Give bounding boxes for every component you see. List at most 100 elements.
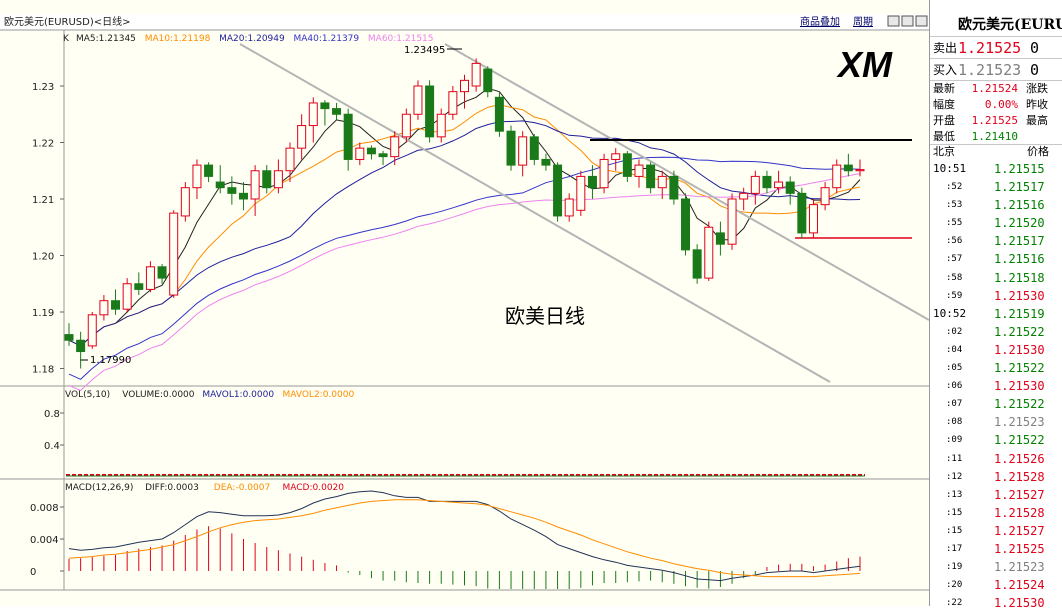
candle-body	[64, 334, 74, 341]
tick-time: :55	[946, 218, 963, 229]
tick-time: :53	[946, 200, 963, 211]
candle-body	[634, 164, 644, 177]
chart-area[interactable]: 欧元美元(EURUSD)<日线> 商品叠加 周期 1.23495 1.17990…	[0, 0, 929, 606]
low-marker: 1.17990	[90, 355, 131, 366]
tick-price: 1.21528	[994, 469, 1045, 484]
candle-body	[355, 147, 365, 160]
stat-value: 1.21410	[971, 130, 1018, 143]
zoom-out-icon	[901, 15, 914, 27]
tick-row[interactable]: :56 1.21517	[930, 232, 1062, 250]
tick-row[interactable]: :05 1.21522	[930, 359, 1062, 377]
buy-row[interactable]: 买入 1.21523 0	[930, 58, 1062, 81]
price-tick-label: 1.20	[32, 252, 54, 263]
tick-row[interactable]: :15 1.21528	[930, 504, 1062, 522]
tick-time: :08	[946, 417, 963, 428]
tick-price: 1.21522	[994, 397, 1045, 412]
candle-body	[599, 158, 609, 189]
link-period[interactable]: 周期	[853, 16, 873, 28]
tick-row[interactable]: :08 1.21523	[930, 413, 1062, 431]
stat-label: 开盘	[933, 114, 955, 127]
candle-body	[122, 283, 132, 310]
candle-body	[99, 300, 109, 316]
macd-diff-line	[68, 490, 861, 582]
candle-body	[564, 198, 574, 217]
high-marker: 1.23495	[404, 45, 445, 56]
tick-row[interactable]: :07 1.21522	[930, 395, 1062, 413]
channel-line-upper	[444, 43, 929, 321]
tick-time: :13	[946, 489, 963, 500]
candle-body	[762, 175, 772, 189]
candle-body	[611, 153, 621, 160]
tick-time: :17	[946, 543, 963, 554]
tick-row[interactable]: 10:52 1.21519	[930, 305, 1062, 323]
candle-body	[843, 164, 853, 172]
macd-dea-line	[68, 499, 861, 578]
candle-body	[506, 130, 516, 166]
candle-body	[343, 113, 353, 160]
tick-row[interactable]: :06 1.21530	[930, 377, 1062, 395]
volume-label: VOLUME:0.0000	[122, 390, 194, 400]
tick-row[interactable]: :13 1.21527	[930, 486, 1062, 504]
sell-price: 1.21525	[958, 39, 1022, 57]
tick-time: :09	[946, 435, 963, 446]
price-tick-label: 1.21	[32, 195, 54, 206]
xm-logo: XM	[836, 44, 893, 85]
tick-row[interactable]: :55 1.21520	[930, 214, 1062, 232]
tick-row[interactable]: :19 1.21523	[930, 558, 1062, 576]
tick-row[interactable]: :17 1.21525	[930, 540, 1062, 558]
candle-body	[820, 187, 830, 206]
tick-row[interactable]: :04 1.21530	[930, 341, 1062, 359]
candle-body	[808, 204, 818, 234]
tick-row[interactable]: :58 1.21518	[930, 269, 1062, 287]
tick-time: :05	[946, 363, 963, 374]
tick-row[interactable]: :52 1.21517	[930, 178, 1062, 196]
candle-body	[332, 108, 342, 115]
tick-row[interactable]: :12 1.21528	[930, 468, 1062, 486]
restore-icon	[915, 15, 928, 27]
tick-price: 1.21515	[994, 162, 1045, 176]
tick-list[interactable]: 10:51 1.21515:52 1.21517:53 1.21516:55 1.215…	[930, 160, 1062, 612]
sell-row[interactable]: 卖出 1.21525 0	[930, 36, 1062, 59]
chart-canvas[interactable]: 欧元美元(EURUSD)<日线> 商品叠加 周期 1.23495 1.17990…	[0, 0, 929, 606]
stat-label: 幅度	[933, 98, 955, 111]
candle-body	[413, 85, 423, 115]
link-overlay[interactable]: 商品叠加	[800, 15, 840, 28]
stat-value: 1.21525	[971, 114, 1018, 127]
price-tick-label: 1.19	[32, 308, 54, 319]
tick-row[interactable]: :20 1.21524	[930, 576, 1062, 594]
tick-row[interactable]: :59 1.21530	[930, 287, 1062, 305]
ma5-line	[68, 87, 861, 347]
ticks-header: 北京 价格	[930, 144, 1062, 159]
candle-body	[169, 212, 179, 296]
chart-annotation: 欧美日线	[505, 304, 585, 328]
tick-time: :58	[946, 272, 963, 283]
stat-row: 最新 1.21524 涨跌	[930, 81, 1062, 97]
candle-body	[657, 175, 667, 189]
tick-price: 1.21530	[994, 342, 1045, 357]
tick-row[interactable]: 10:51 1.21515	[930, 160, 1062, 178]
tick-row[interactable]: :15 1.21527	[930, 522, 1062, 540]
candle-body	[204, 164, 214, 177]
tick-time: 10:52	[933, 306, 967, 320]
tick-time: :57	[946, 254, 963, 265]
tick-row[interactable]: :02 1.21522	[930, 323, 1062, 341]
tick-row[interactable]: :11 1.21526	[930, 450, 1062, 468]
sell-label: 卖出	[933, 41, 958, 55]
candle-body	[76, 339, 86, 353]
ma-label: MA20:1.20949	[219, 34, 285, 44]
tick-row[interactable]: :09 1.21522	[930, 431, 1062, 449]
stat-label-secondary: 涨跌	[1026, 82, 1048, 95]
ma20-line	[68, 120, 861, 347]
tick-row[interactable]: :22 1.21530	[930, 594, 1062, 612]
tick-time: :59	[946, 290, 963, 301]
candle-body	[134, 283, 144, 290]
tick-time: 10:51	[933, 162, 967, 175]
symbol-title: 欧元美元(EURUSD)<日线>	[4, 15, 131, 28]
tick-time: :12	[946, 471, 963, 482]
tick-row[interactable]: :57 1.21516	[930, 250, 1062, 268]
tick-row[interactable]: :53 1.21516	[930, 196, 1062, 214]
stat-row: 最低 1.21410	[930, 129, 1062, 145]
tick-time: :52	[946, 182, 963, 193]
zoom-in-icon	[887, 15, 900, 27]
ma-label: MA5:1.21345	[76, 34, 136, 44]
